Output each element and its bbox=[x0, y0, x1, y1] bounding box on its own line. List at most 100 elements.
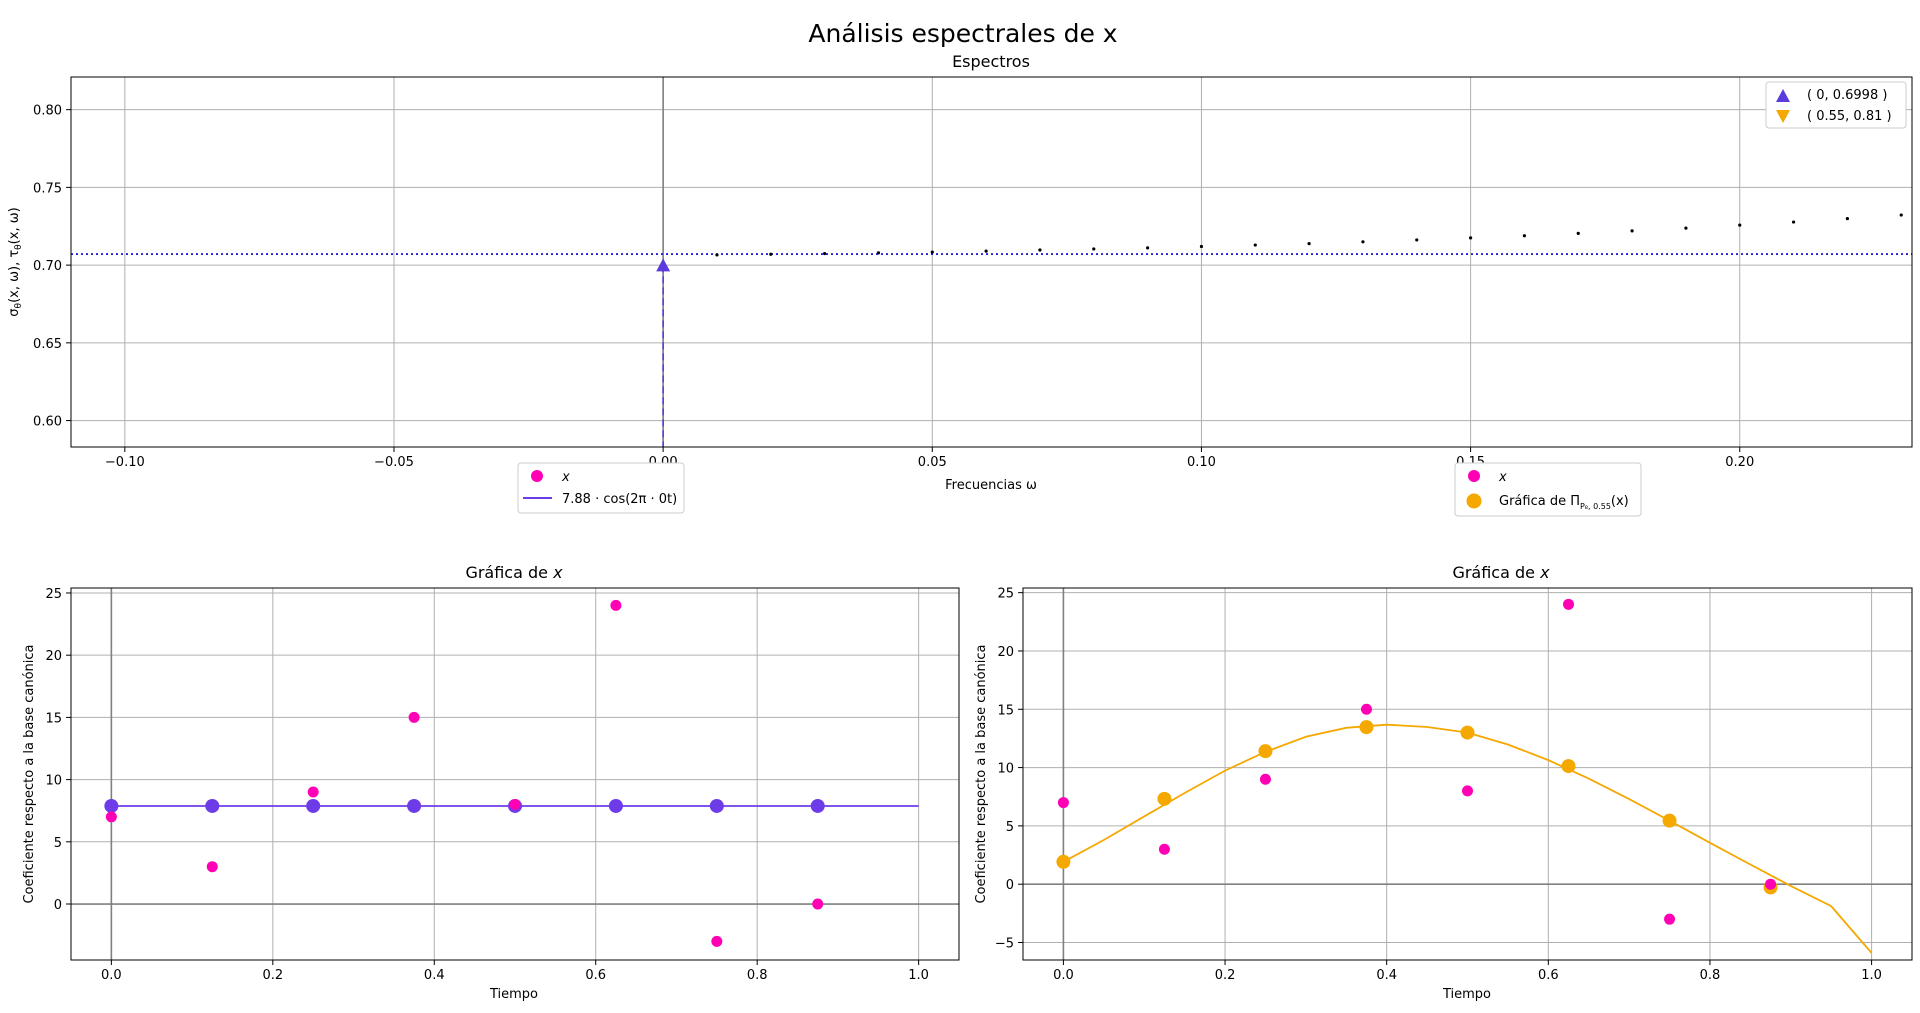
x-tick-label: −0.10 bbox=[105, 455, 145, 470]
data-point bbox=[1468, 236, 1473, 240]
y-tick-label: 10 bbox=[45, 774, 62, 789]
data-point bbox=[1415, 238, 1419, 242]
triangle-up-marker bbox=[656, 258, 671, 272]
data-point bbox=[1057, 797, 1069, 809]
data-point-large bbox=[1359, 720, 1374, 735]
y-tick-label: 15 bbox=[45, 711, 62, 726]
data-point bbox=[1899, 213, 1903, 217]
x-tick-label: 0.0 bbox=[1053, 968, 1074, 983]
x-tick-label: 0.4 bbox=[1376, 968, 1397, 983]
data-point bbox=[1522, 234, 1527, 238]
canonical-xlabel: Tiempo bbox=[489, 987, 538, 1002]
data-point bbox=[509, 798, 521, 810]
x-tick-label: 0.8 bbox=[747, 968, 768, 983]
data-point bbox=[408, 711, 420, 723]
x-tick-label: −0.05 bbox=[374, 455, 414, 470]
series-line bbox=[1062, 723, 1873, 954]
data-point-large bbox=[608, 798, 623, 813]
x-tick-label: 0.0 bbox=[101, 968, 122, 983]
data-point bbox=[1253, 243, 1257, 247]
y-tick-label: 0.75 bbox=[33, 181, 62, 196]
canonical-frame bbox=[70, 587, 960, 961]
x-tick-label: 1.0 bbox=[908, 968, 929, 983]
y-tick-label: −5 bbox=[995, 937, 1014, 952]
projection-ticks: 0.0 0.2 0.4 0.6 0.8 1.0 −5 0 5 10 15 20 25 bbox=[995, 587, 1882, 983]
projection-ylabel: Coeficiente respecto a la base canónica bbox=[974, 644, 989, 903]
figure-suptitle: Análisis espectrales de x bbox=[808, 19, 1117, 48]
y-tick-label: 5 bbox=[1006, 820, 1014, 835]
legend-bigdot-icon bbox=[1466, 493, 1482, 509]
y-tick-label: 20 bbox=[45, 649, 62, 664]
projection-panel: Gráfica de x 0.0 0.2 0.4 0.6 0.8 1.0 −5 0 5 10 15 2… bbox=[974, 563, 1913, 1002]
data-point bbox=[610, 599, 622, 611]
data-point bbox=[715, 253, 719, 257]
canonical-marks bbox=[104, 599, 919, 947]
data-point-large bbox=[1460, 725, 1475, 740]
projection-title: Gráfica de x bbox=[1452, 563, 1550, 582]
spectrum-legend: ( 0, 0.6998 ) ( 0.55, 0.81 ) bbox=[1765, 81, 1907, 129]
data-point bbox=[1576, 231, 1580, 235]
data-point-large bbox=[810, 798, 825, 813]
y-tick-label: 10 bbox=[997, 762, 1014, 777]
data-point bbox=[711, 935, 723, 947]
projection-grid bbox=[1023, 588, 1912, 960]
data-point-large bbox=[1258, 744, 1273, 759]
y-tick-label: 0.65 bbox=[33, 337, 62, 352]
x-tick-label: 0.6 bbox=[585, 968, 606, 983]
data-point bbox=[105, 811, 117, 823]
data-point-large bbox=[1157, 791, 1172, 806]
x-tick-label: 0.6 bbox=[1538, 968, 1559, 983]
data-point bbox=[1158, 843, 1170, 855]
y-tick-label: 20 bbox=[997, 645, 1014, 660]
data-point bbox=[769, 252, 773, 256]
data-point bbox=[823, 252, 827, 256]
data-point bbox=[1462, 785, 1473, 797]
canonical-title: Gráfica de x bbox=[465, 563, 563, 582]
data-point bbox=[307, 786, 319, 798]
data-point-large bbox=[1662, 813, 1677, 828]
data-point bbox=[1738, 223, 1742, 227]
data-point bbox=[1791, 220, 1796, 224]
x-tick-label: 1.0 bbox=[1861, 968, 1882, 983]
data-point-large bbox=[205, 798, 220, 813]
spectrum-panel: Espectros −0.10−0.050.000.050.100.150.20… bbox=[7, 52, 1913, 493]
projection-legend: x Gráfica de ΠP₈, 0.55(x) bbox=[1454, 462, 1642, 517]
projection-legend-entry-2: Gráfica de ΠP₈, 0.55(x) bbox=[1499, 494, 1629, 511]
data-point bbox=[1307, 242, 1311, 246]
data-point bbox=[1146, 246, 1150, 250]
canonical-legend: x 7.88 · cos(2π · 0t) bbox=[517, 462, 685, 514]
x-tick-label: 0.8 bbox=[1700, 968, 1721, 983]
data-point-large bbox=[306, 798, 321, 813]
projection-marks bbox=[1056, 598, 1873, 954]
canonical-panel: Gráfica de x 0.0 0.2 0.4 0.6 0.8 1.0 0 5 10 15 20 2… bbox=[22, 563, 960, 1002]
canonical-ticks: 0.0 0.2 0.4 0.6 0.8 1.0 0 5 10 15 20 25 bbox=[45, 587, 929, 983]
data-point bbox=[206, 861, 218, 873]
data-point bbox=[984, 249, 988, 253]
spectrum-ylabel: σθ(x, ω), τθ(x, ω) bbox=[7, 207, 24, 316]
data-point bbox=[876, 251, 881, 255]
data-point bbox=[1563, 598, 1575, 610]
data-point bbox=[1630, 229, 1634, 233]
projection-legend-entry-1: x bbox=[1498, 470, 1507, 485]
y-tick-label: 25 bbox=[997, 587, 1014, 602]
data-point-large bbox=[1561, 759, 1576, 774]
data-point bbox=[1259, 773, 1271, 785]
spectrum-grid bbox=[71, 77, 1912, 447]
spectrum-legend-box bbox=[1765, 81, 1907, 129]
canonical-legend-entry-2: 7.88 · cos(2π · 0t) bbox=[562, 492, 677, 507]
data-point bbox=[1684, 226, 1688, 230]
data-point bbox=[1092, 247, 1096, 251]
data-point bbox=[1038, 248, 1042, 252]
y-tick-label: 0.60 bbox=[33, 415, 62, 430]
projection-legend-box bbox=[1454, 462, 1642, 517]
x-tick-label: 0.05 bbox=[918, 455, 947, 470]
x-tick-label: 0.2 bbox=[262, 968, 283, 983]
canonical-legend-box bbox=[517, 462, 685, 514]
data-point bbox=[812, 898, 824, 910]
data-point bbox=[1199, 244, 1204, 249]
data-point bbox=[1361, 240, 1365, 244]
x-tick-label: 0.2 bbox=[1215, 968, 1236, 983]
spectrum-xlabel: Frecuencias ω bbox=[945, 478, 1037, 493]
data-point-large bbox=[1056, 854, 1071, 869]
x-tick-label: 0.4 bbox=[424, 968, 445, 983]
